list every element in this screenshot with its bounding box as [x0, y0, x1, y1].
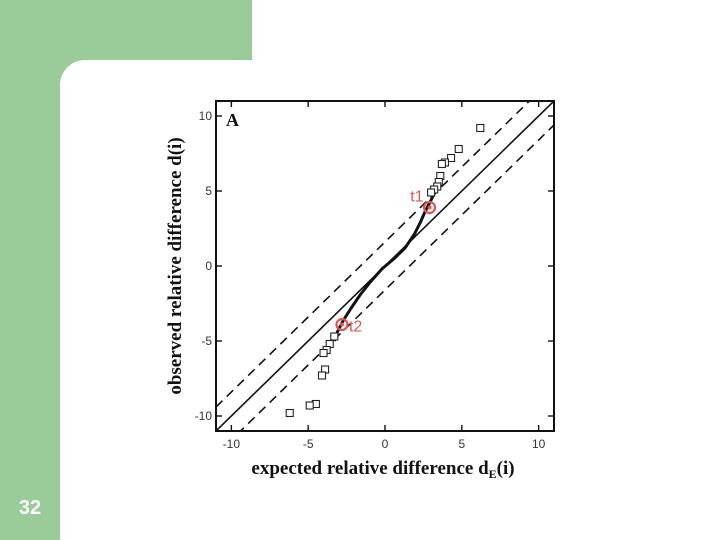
data-point-10	[330, 332, 339, 341]
annotation-label-t1: t1	[410, 189, 423, 206]
y-tick-label: 5	[205, 184, 212, 198]
y-tick-label: -5	[201, 334, 212, 348]
y-tick-label: -10	[195, 409, 213, 423]
data-point-18	[285, 408, 294, 418]
annotation-marker-t2	[335, 317, 349, 332]
accent-corner	[60, 60, 85, 85]
accent-bar-top	[0, 0, 252, 60]
x-tick-label: 10	[532, 437, 546, 451]
x-tick-label: -10	[223, 437, 241, 451]
reference-line-dashed-1	[216, 101, 531, 408]
x-axis-title-subscript: E	[489, 467, 497, 481]
data-point-2	[447, 153, 456, 163]
accent-bar-left	[0, 0, 60, 540]
panel-label: A	[226, 110, 239, 130]
data-point-0	[476, 123, 485, 133]
reference-line-dashed-2	[239, 124, 554, 431]
data-point-9	[427, 188, 436, 197]
x-axis-title-main: expected relative difference d	[251, 458, 489, 479]
annotation-label-t2: t2	[349, 319, 362, 336]
y-tick-label: 10	[199, 109, 213, 123]
x-axis-title-suffix: (i)	[497, 458, 515, 479]
annotation-marker-t1	[422, 200, 437, 215]
data-point-17	[305, 401, 314, 410]
data-point-4	[437, 159, 446, 169]
slide-number: 32	[18, 497, 42, 519]
x-tick-label: 5	[458, 437, 465, 451]
annotation-dot-t1	[427, 205, 432, 210]
x-axis-title: expected relative difference dE(i)	[251, 458, 514, 481]
fitted-curve	[332, 187, 439, 342]
data-point-13	[319, 348, 328, 358]
annotation-dot-t2	[339, 322, 344, 327]
y-tick-label: 0	[205, 259, 212, 273]
x-tick-label: -5	[303, 437, 314, 451]
data-point-15	[317, 371, 327, 380]
data-point-1	[454, 144, 463, 154]
y-axis-title: observed relative difference d(i)	[165, 137, 186, 394]
x-tick-label: 0	[382, 437, 389, 451]
